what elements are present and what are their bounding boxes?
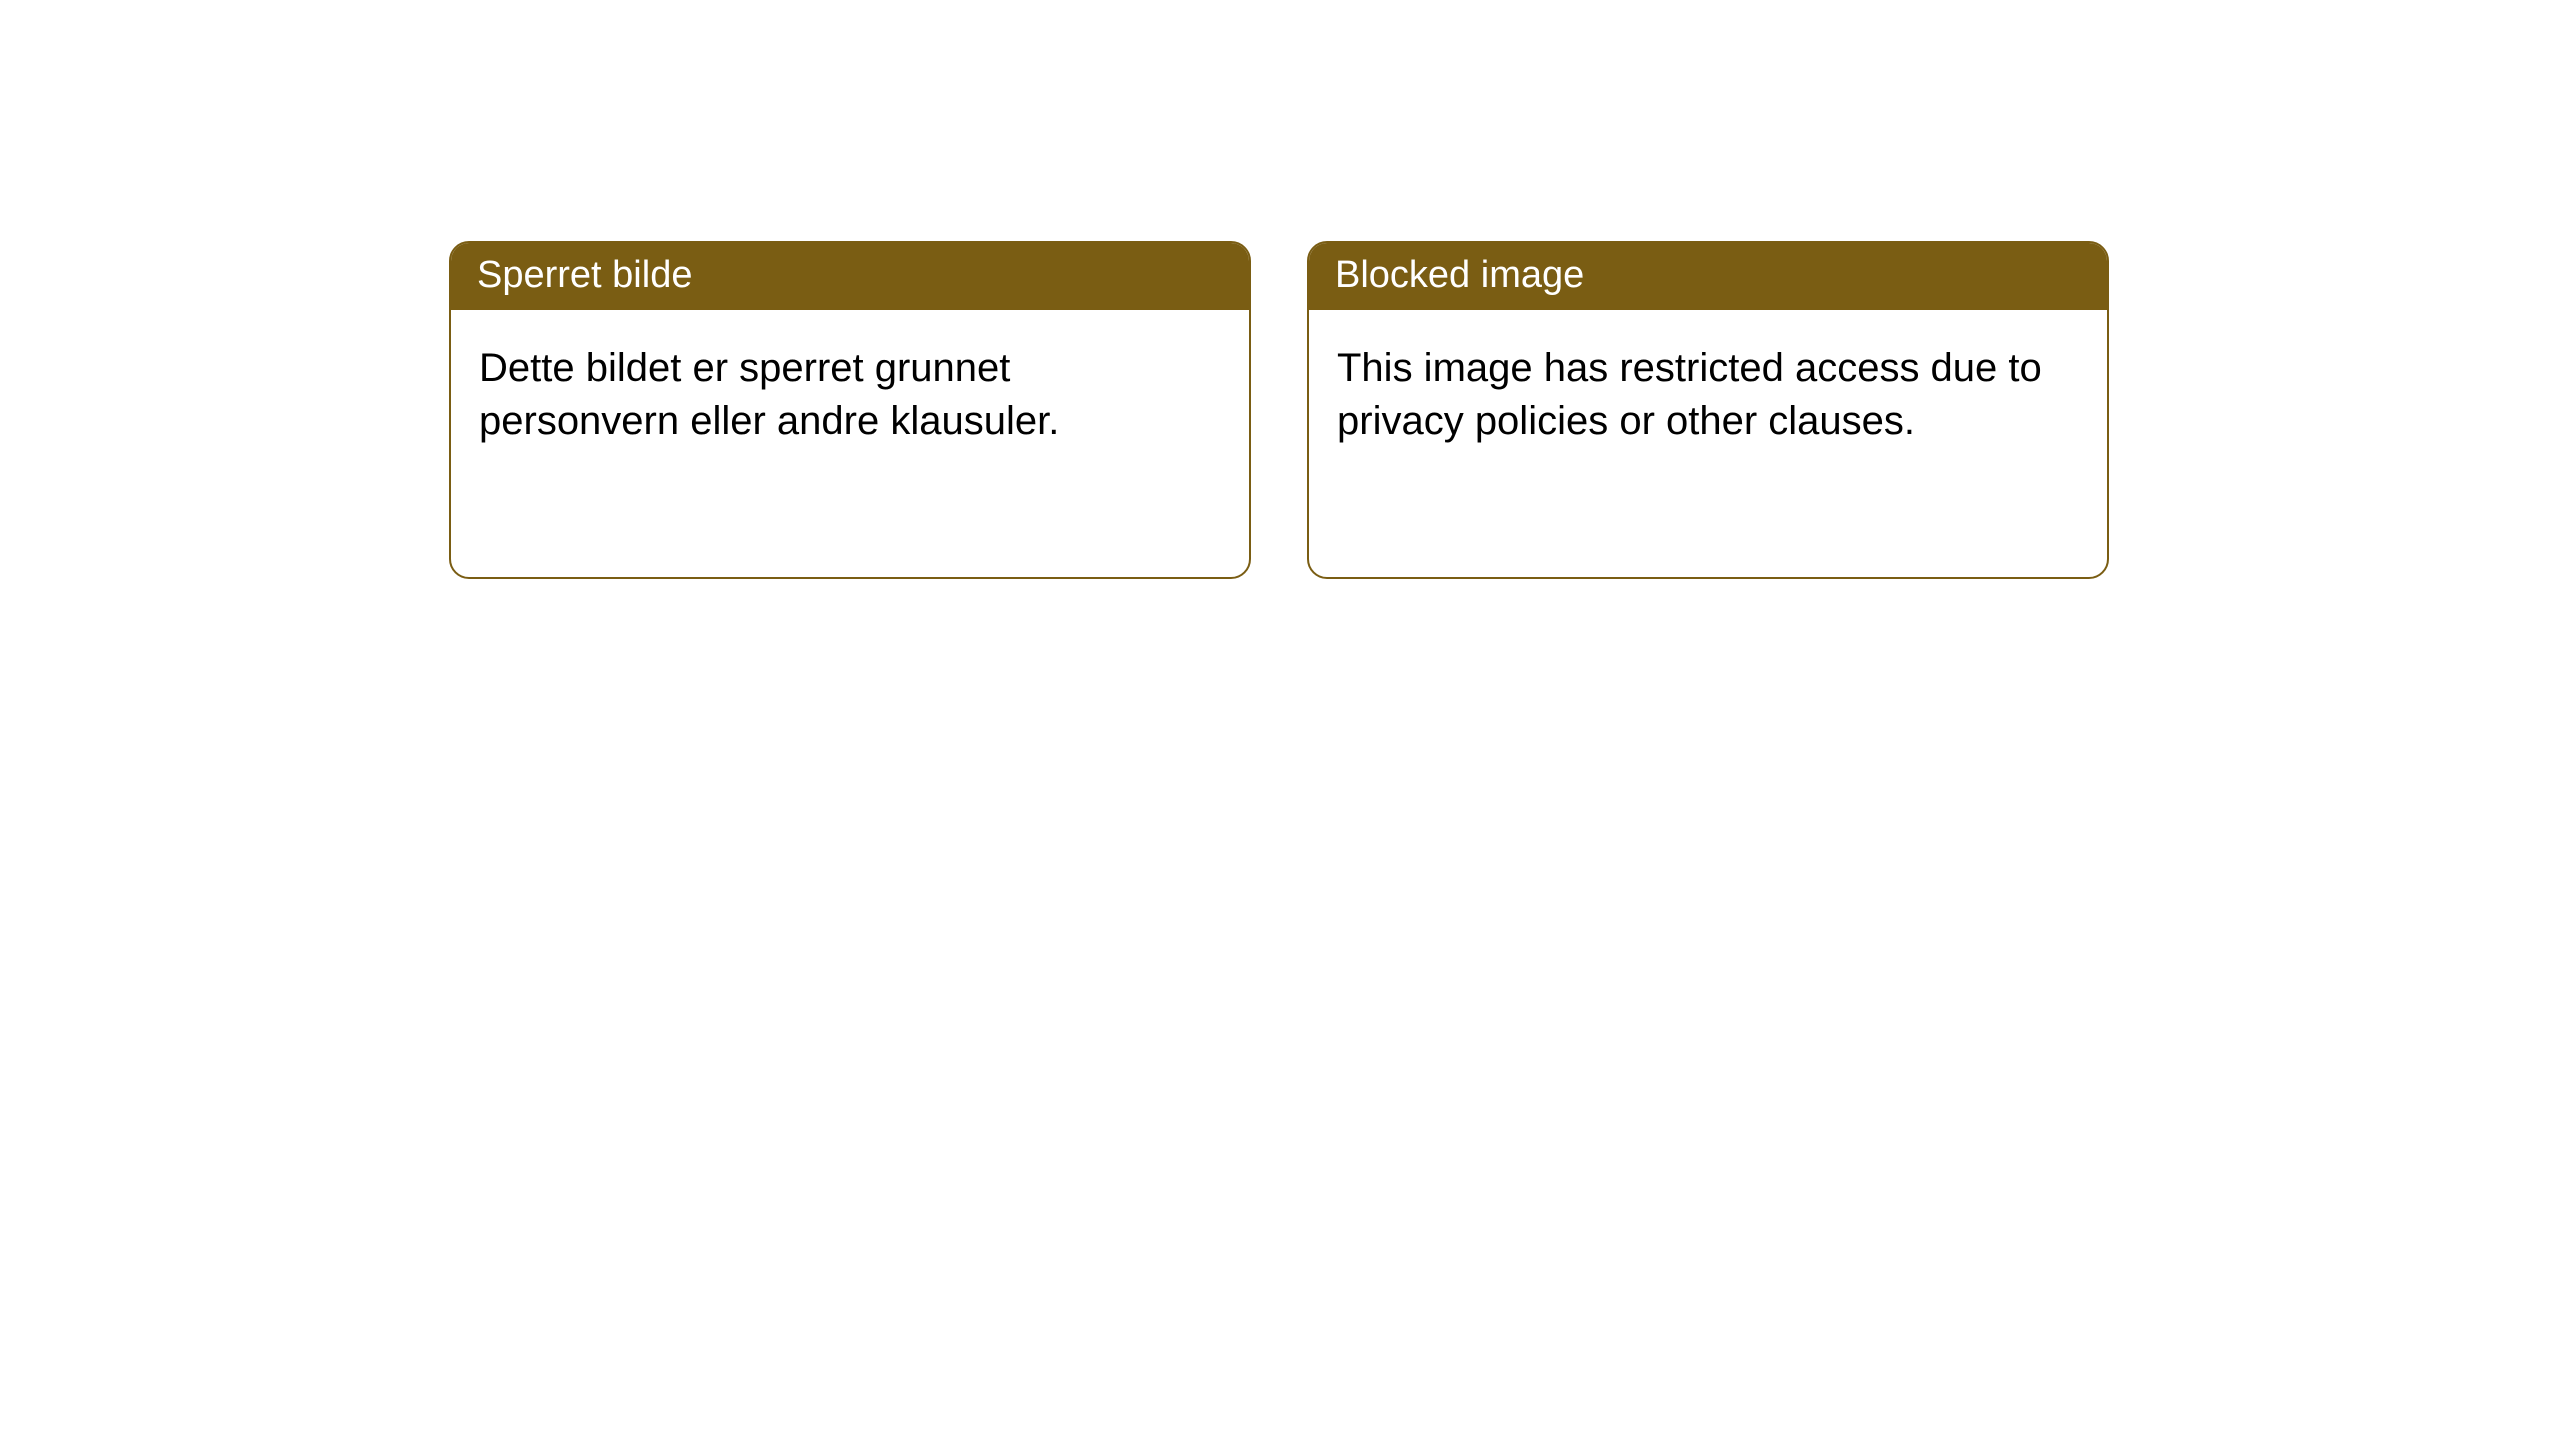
notice-cards-container: Sperret bilde Dette bildet er sperret gr…: [0, 0, 2560, 579]
card-body: Dette bildet er sperret grunnet personve…: [451, 310, 1249, 480]
card-title: Sperret bilde: [477, 254, 692, 296]
card-body: This image has restricted access due to …: [1309, 310, 2107, 480]
card-header: Sperret bilde: [451, 243, 1249, 310]
card-body-text: This image has restricted access due to …: [1337, 346, 2042, 443]
card-title: Blocked image: [1335, 254, 1584, 296]
card-header: Blocked image: [1309, 243, 2107, 310]
notice-card-english: Blocked image This image has restricted …: [1307, 241, 2109, 579]
card-body-text: Dette bildet er sperret grunnet personve…: [479, 346, 1059, 443]
notice-card-norwegian: Sperret bilde Dette bildet er sperret gr…: [449, 241, 1251, 579]
